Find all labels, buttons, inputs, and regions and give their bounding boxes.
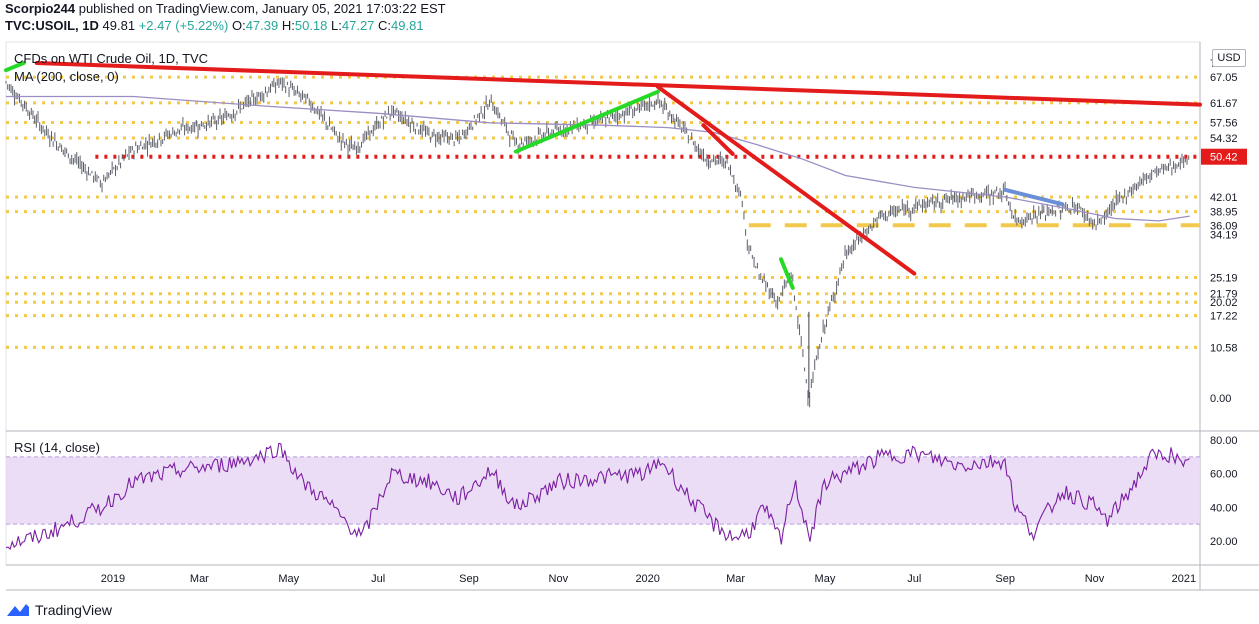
tradingview-logo-icon <box>7 604 29 616</box>
rsi-axis[interactable]: 80.00 60.00 40.00 20.00 <box>1210 435 1238 548</box>
green-trendline <box>779 257 795 290</box>
price-tick-label: 67.05 <box>1210 72 1238 84</box>
ma200-line <box>6 95 1190 222</box>
time-tick-label: Jul <box>907 573 921 585</box>
symbol-label[interactable]: TVC:USOIL, 1D <box>5 18 99 33</box>
red-trendline <box>655 84 917 276</box>
price-tick-label: 17.22 <box>1210 311 1238 323</box>
ma200-layer <box>6 95 1190 222</box>
rsi-tick-label: 40.00 <box>1210 502 1238 514</box>
price-tick-label: 42.01 <box>1210 192 1238 204</box>
o-value: 47.39 <box>245 18 279 33</box>
price-change: +2.47 (+5.22%) <box>138 18 229 33</box>
chart-legend-title[interactable]: CFDs on WTI Crude Oil, 1D, TVC <box>14 51 209 66</box>
time-tick-label: Mar <box>190 573 209 585</box>
h-label: H: <box>281 18 295 33</box>
rsi-tick-label: 80.00 <box>1210 435 1238 447</box>
price-tick-label: 54.32 <box>1210 133 1238 145</box>
time-tick-label: Sep <box>995 573 1015 585</box>
rsi-legend[interactable]: RSI (14, close) <box>14 440 100 455</box>
price-tick-label: 50.42 <box>1210 152 1238 164</box>
published-text: published on TradingView.com, January 05… <box>78 1 446 16</box>
green-trendline <box>513 89 660 154</box>
last-price: 49.81 <box>102 18 136 33</box>
trendlines <box>4 61 1202 290</box>
horizontal-levels <box>6 75 1200 349</box>
author-name[interactable]: Scorpio244 <box>5 1 76 16</box>
time-tick-label: May <box>278 573 299 585</box>
price-axis[interactable]: 70.0067.0561.6757.5654.3250.4242.0138.95… <box>1201 58 1247 405</box>
time-tick-label: Jul <box>371 573 385 585</box>
red-trendline <box>701 123 735 156</box>
time-tick-label: Nov <box>549 573 569 585</box>
rsi-band <box>6 456 1200 525</box>
l-label: L: <box>331 18 342 33</box>
time-tick-label: 2019 <box>101 573 125 585</box>
currency-button[interactable]: USD <box>1212 49 1246 67</box>
price-tick-label: 25.19 <box>1210 272 1238 284</box>
price-candles <box>5 77 1190 408</box>
time-tick-label: 2021 <box>1172 573 1196 585</box>
time-tick-label: 2020 <box>635 573 659 585</box>
time-tick-label: Sep <box>459 573 479 585</box>
time-tick-label: Mar <box>726 573 745 585</box>
time-axis[interactable]: 2019 Mar May Jul Sep Nov 2020 Mar May Jul Sep Nov 20… <box>101 573 1196 585</box>
rsi-band-fill <box>6 456 1200 525</box>
price-tick-label: 20.02 <box>1210 297 1238 309</box>
rsi-tick-label: 60.00 <box>1210 469 1238 481</box>
price-tick-label: 38.95 <box>1210 207 1238 219</box>
time-tick-label: May <box>815 573 836 585</box>
price-tick-label: 61.67 <box>1210 98 1238 110</box>
symbol-line: TVC:USOIL, 1D 49.81 +2.47 (+5.22%) O:47.… <box>5 18 424 33</box>
brand-name: TradingView <box>35 602 113 618</box>
c-label: C: <box>378 18 392 33</box>
footer-brand[interactable]: TradingView <box>6 602 112 618</box>
price-tick-label: 34.19 <box>1210 229 1238 241</box>
price-tick-label: 21.79 <box>1210 289 1238 301</box>
rsi-tick-label: 20.00 <box>1210 536 1238 548</box>
price-tick-label: 57.56 <box>1210 118 1238 130</box>
rsi-layer <box>5 442 1190 551</box>
publish-line: Scorpio244 published on TradingView.com,… <box>5 1 446 16</box>
price-tick-label: 0.00 <box>1210 393 1231 405</box>
current-price-tag <box>1201 148 1247 165</box>
green-trendline <box>4 61 26 73</box>
time-tick-label: Nov <box>1085 573 1105 585</box>
l-value: 47.27 <box>341 18 375 33</box>
c-value: 49.81 <box>391 18 424 33</box>
o-label: O: <box>231 18 246 33</box>
h-value: 50.18 <box>294 18 328 33</box>
blue-trendline <box>1003 187 1065 207</box>
rsi-line <box>5 442 1190 551</box>
ma-legend[interactable]: MA (200, close, 0) <box>14 69 119 84</box>
chart-frame <box>5 41 1259 591</box>
price-tick-label: 36.09 <box>1210 220 1238 232</box>
price-tick-label: 10.58 <box>1210 342 1238 354</box>
red-trendline <box>34 61 1202 107</box>
